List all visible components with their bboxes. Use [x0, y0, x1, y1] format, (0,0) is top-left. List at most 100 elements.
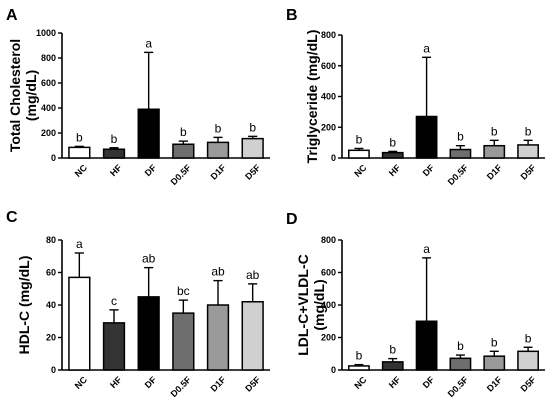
x-tick-label: D1F	[209, 162, 228, 181]
bar-nc	[68, 276, 91, 371]
panel-d: D LDL-C+VLDL-C(mg/dL) 0 200 400 600 800 b NC b HF a…	[286, 211, 545, 399]
significance-label: ab	[142, 252, 156, 266]
x-tick-label: DF	[143, 374, 159, 390]
bar-df	[415, 320, 438, 371]
y-tick-label: 0	[51, 153, 56, 163]
bar-d5f	[517, 144, 539, 159]
significance-label: b	[457, 339, 464, 353]
significance-label: b	[491, 124, 498, 138]
y-tick-label: 800	[321, 30, 336, 40]
x-tick-label: DF	[421, 374, 437, 390]
y-tick-label: 0	[331, 153, 336, 163]
significance-label: c	[111, 294, 117, 308]
x-tick-label: HF	[387, 162, 403, 178]
panel-letter: A	[6, 7, 18, 24]
significance-label: b	[389, 343, 396, 357]
significance-label: b	[215, 121, 222, 135]
significance-label: b	[389, 135, 396, 149]
y-axis-label-line: HDL-C (mg/dL)	[16, 256, 32, 355]
y-tick-label: 60	[46, 268, 56, 278]
y-tick-label: 600	[321, 268, 336, 278]
panel-c: C HDL-C (mg/dL) 0 20 40 60 80 a NC c HF ab DF bc D0.5F…	[6, 209, 270, 399]
bar-d5f	[517, 350, 539, 371]
bar-hf	[102, 148, 126, 159]
x-tick-label: D0.5F	[446, 374, 471, 399]
significance-label: ab	[211, 265, 225, 279]
significance-label: a	[423, 41, 430, 55]
y-tick-label: 0	[51, 365, 56, 375]
x-tick-label: D5F	[243, 162, 262, 181]
y-tick-label: 1000	[36, 28, 56, 38]
y-tick-label: 400	[41, 103, 56, 113]
x-tick-label: NC	[73, 374, 90, 391]
x-tick-label: HF	[108, 162, 124, 178]
y-axis-label: Total Cholesterol(mg/dL)	[7, 39, 39, 152]
x-tick-label: NC	[352, 374, 369, 391]
y-tick-label: 200	[321, 333, 336, 343]
significance-label: ab	[246, 268, 260, 282]
x-tick-label: NC	[73, 162, 90, 179]
significance-label: b	[491, 335, 498, 349]
significance-label: b	[525, 331, 532, 345]
bar-d0-5f	[449, 357, 472, 371]
y-tick-label: 800	[321, 235, 336, 245]
bar-hf	[102, 322, 126, 371]
x-tick-label: D5F	[519, 374, 538, 393]
bar-hf	[381, 361, 404, 371]
bar-d1f	[483, 144, 506, 159]
significance-label: b	[457, 130, 464, 144]
y-tick-label: 600	[41, 78, 56, 88]
significance-label: b	[249, 120, 256, 134]
bar-d1f	[483, 355, 506, 371]
significance-label: b	[76, 130, 83, 144]
bar-hf	[381, 151, 404, 159]
significance-label: bc	[177, 284, 190, 298]
significance-label: b	[356, 349, 363, 363]
bar-df	[137, 108, 160, 159]
significance-label: a	[423, 242, 430, 256]
bar-nc	[68, 146, 91, 159]
x-tick-label: D1F	[209, 374, 228, 393]
bar-d5f	[241, 137, 264, 159]
x-tick-label: D1F	[485, 162, 504, 181]
significance-label: a	[145, 36, 152, 50]
y-axis-label: Triglyceride (mg/dL)	[304, 30, 320, 164]
x-tick-label: DF	[143, 162, 159, 178]
bar-df	[137, 296, 160, 371]
bar-d5f	[241, 301, 264, 371]
bar-d0-5f	[449, 148, 472, 159]
y-tick-label: 400	[321, 300, 336, 310]
x-tick-label: D5F	[519, 162, 538, 181]
x-tick-label: HF	[108, 374, 124, 390]
y-tick-label: 80	[46, 235, 56, 245]
x-tick-label: NC	[352, 162, 369, 179]
significance-label: b	[525, 124, 532, 138]
x-tick-label: HF	[387, 374, 403, 390]
y-axis-label-line: Triglyceride (mg/dL)	[304, 30, 320, 164]
y-axis-label-line: LDL-C+VLDL-C	[295, 254, 311, 356]
y-tick-label: 600	[321, 61, 336, 71]
x-tick-label: DF	[421, 162, 437, 178]
panel-letter: B	[286, 7, 298, 24]
y-tick-label: 0	[331, 365, 336, 375]
bar-d0-5f	[172, 143, 195, 159]
y-tick-label: 800	[41, 53, 56, 63]
y-axis-label: LDL-C+VLDL-C(mg/dL)	[295, 254, 327, 356]
y-tick-label: 40	[46, 300, 56, 310]
y-tick-label: 400	[321, 92, 336, 102]
x-tick-label: D1F	[485, 374, 504, 393]
significance-label: a	[76, 237, 83, 251]
x-tick-label: D0.5F	[446, 162, 471, 187]
panel-letter: D	[286, 211, 298, 228]
y-axis-label: HDL-C (mg/dL)	[16, 256, 32, 355]
x-tick-label: D0.5F	[169, 162, 194, 187]
x-tick-label: D0.5F	[169, 374, 194, 399]
y-tick-label: 200	[321, 122, 336, 132]
bar-df	[415, 115, 438, 159]
bar-nc	[348, 365, 370, 371]
panel-b: B Triglyceride (mg/dL) 0 200 400 600 800 b NC b HF…	[286, 7, 545, 187]
x-tick-label: D5F	[243, 374, 262, 393]
y-tick-label: 200	[41, 128, 56, 138]
bar-d1f	[206, 304, 230, 371]
